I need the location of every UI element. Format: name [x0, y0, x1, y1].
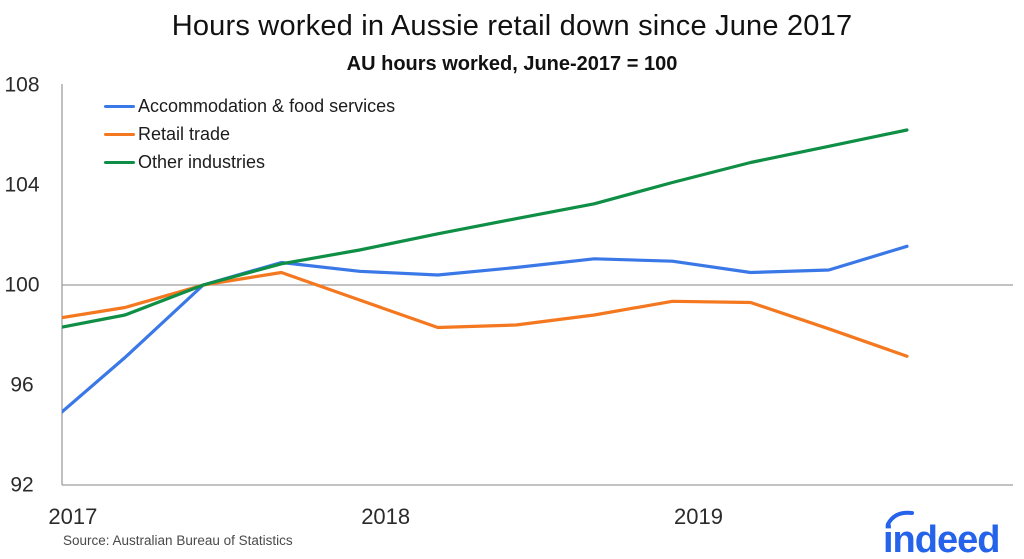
legend-line-swatch — [104, 160, 135, 165]
indeed-logo: indeed — [883, 510, 1000, 557]
legend-item: Accommodation & food services — [104, 95, 395, 118]
y-tick-label: 96 — [10, 374, 33, 397]
legend-line-swatch — [104, 132, 135, 137]
indeed-logo-text: indeed — [883, 519, 999, 557]
y-tick-label: 108 — [4, 74, 39, 97]
source-note: Source: Australian Bureau of Statistics — [63, 533, 293, 548]
y-tick-label: 92 — [10, 474, 33, 497]
legend-label: Other industries — [138, 152, 266, 172]
x-tick-label: 2018 — [361, 504, 410, 529]
y-tick-label: 104 — [4, 174, 39, 197]
chart-title: Hours worked in Aussie retail down since… — [171, 10, 853, 42]
legend-line-swatch — [104, 104, 135, 109]
legend-label: Accommodation & food services — [138, 96, 396, 116]
chart-subtitle: AU hours worked, June-2017 = 100 — [346, 53, 678, 75]
x-tick-label: 2017 — [48, 504, 97, 529]
series-line — [62, 244, 909, 414]
legend-label: Retail trade — [138, 124, 231, 144]
legend: Accommodation & food services Retail tra… — [104, 95, 395, 174]
series-line — [62, 128, 909, 329]
y-tick-label: 100 — [4, 274, 39, 297]
legend-item: Retail trade — [104, 123, 395, 146]
legend-item: Other industries — [104, 151, 395, 174]
x-tick-label: 2019 — [674, 504, 723, 529]
